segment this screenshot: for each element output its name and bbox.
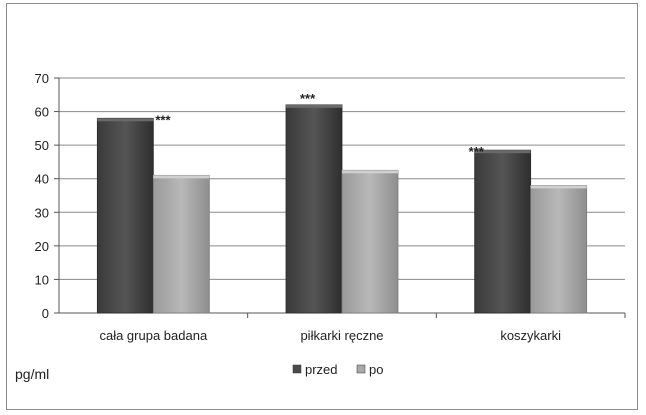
bar-top-highlight [474,150,531,154]
bar-chart: 0 10 20 30 40 50 60 70 cała grupa badana *** piłka… [15,71,626,382]
bars [96,104,588,314]
y-tick-label: 20 [35,239,49,254]
bar-po [341,169,399,314]
y-tick-label: 60 [35,105,49,120]
bar-po [152,174,210,314]
y-tick-label: 30 [35,205,49,220]
bar-po [530,185,588,314]
significance-marker: *** [300,91,316,106]
significance-marker: *** [155,112,171,127]
legend: przed po [292,362,383,377]
bar-przed [474,149,532,314]
x-tick-label: cała grupa badana [99,328,207,343]
y-axis-unit-label: pg/ml [15,366,49,382]
bar-top-highlight [342,170,398,174]
legend-label-po: po [369,362,383,377]
y-tick-label: 50 [35,138,49,153]
y-tick-label: 10 [35,272,49,287]
bar-top-highlight [97,118,154,122]
x-tick-label: koszykarki [500,328,561,343]
legend-swatch-przed [292,364,302,374]
bar-top-highlight [153,175,210,179]
y-tick-label: 70 [35,71,49,86]
bar-top-highlight [530,185,587,189]
labels: 0 10 20 30 40 50 60 70 cała grupa badana *** piłka… [35,71,562,343]
y-tick-label: 40 [35,172,49,187]
significance-marker: *** [469,144,485,159]
x-tick-label: piłkarki ręczne [300,328,383,343]
legend-swatch-po [356,364,366,374]
bar-top-highlight [286,104,342,108]
bar-przed [96,117,154,314]
bar-przed [285,104,343,314]
y-tick-label: 0 [42,306,49,321]
legend-label-przed: przed [305,362,338,377]
chart-frame: 0 10 20 30 40 50 60 70 cała grupa badana *** piłka… [6,3,638,410]
